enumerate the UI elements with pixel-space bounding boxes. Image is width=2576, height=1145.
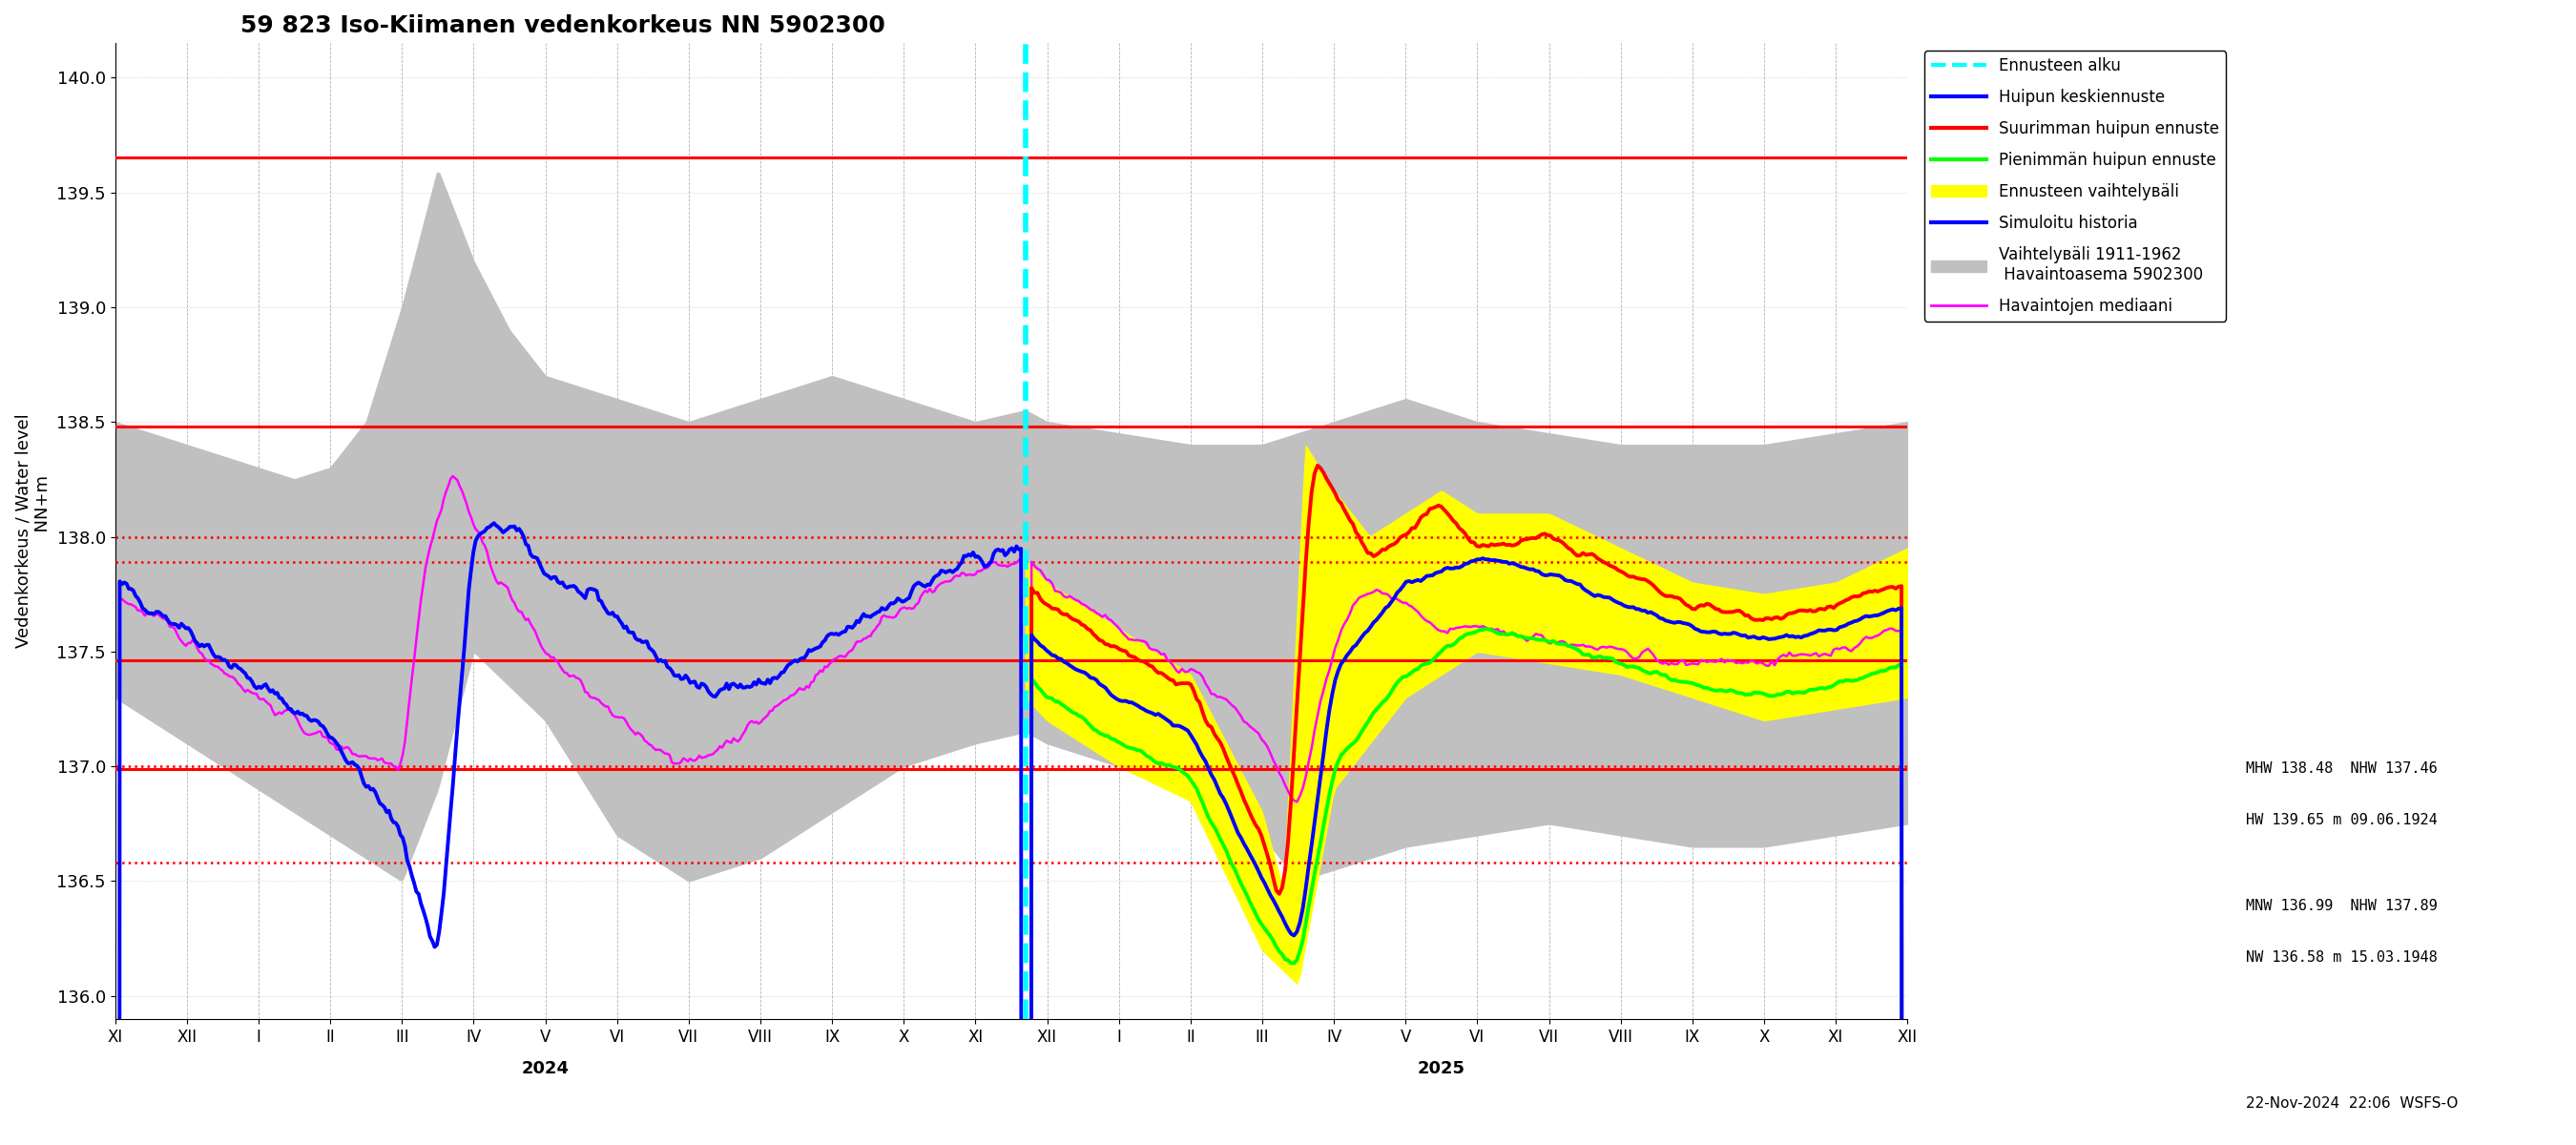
Text: 2025: 2025 — [1417, 1060, 1466, 1077]
Text: 59 823 Iso-Kiimanen vedenkorkeus NN 5902300: 59 823 Iso-Kiimanen vedenkorkeus NN 5902… — [240, 14, 886, 37]
Text: 2024: 2024 — [520, 1060, 569, 1077]
Text: MNW 136.99  NHW 137.89: MNW 136.99 NHW 137.89 — [2246, 899, 2437, 914]
Text: HW 139.65 m 09.06.1924: HW 139.65 m 09.06.1924 — [2246, 813, 2437, 827]
Text: 22-Nov-2024  22:06  WSFS-O: 22-Nov-2024 22:06 WSFS-O — [2246, 1097, 2458, 1111]
Legend: Ennusteen alku, Huipun keskiennuste, Suurimman huipun ennuste, Pienimmän huipun : Ennusteen alku, Huipun keskiennuste, Suu… — [1924, 52, 2226, 321]
Text: NW 136.58 m 15.03.1948: NW 136.58 m 15.03.1948 — [2246, 950, 2437, 964]
Text: MHW 138.48  NHW 137.46: MHW 138.48 NHW 137.46 — [2246, 761, 2437, 776]
Y-axis label: Vedenkorkeus / Water level
          NN+m: Vedenkorkeus / Water level NN+m — [15, 413, 52, 648]
